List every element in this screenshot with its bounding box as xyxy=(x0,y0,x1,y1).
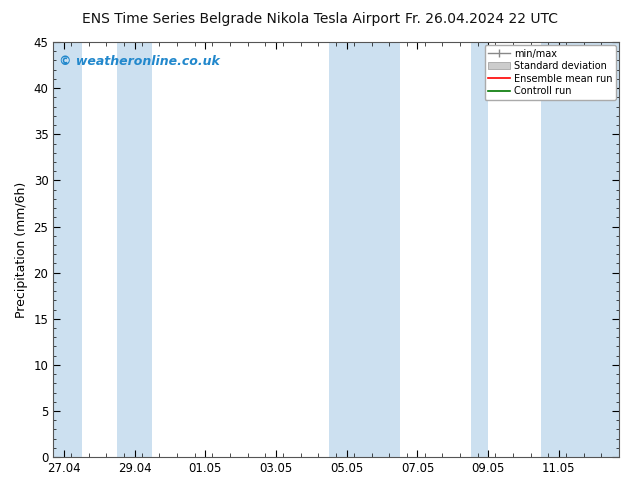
Text: ENS Time Series Belgrade Nikola Tesla Airport: ENS Time Series Belgrade Nikola Tesla Ai… xyxy=(82,12,400,26)
Bar xyxy=(541,42,619,457)
Bar xyxy=(329,42,400,457)
Bar xyxy=(117,42,152,457)
Bar xyxy=(53,42,82,457)
Legend: min/max, Standard deviation, Ensemble mean run, Controll run: min/max, Standard deviation, Ensemble me… xyxy=(484,45,616,100)
Bar xyxy=(470,42,488,457)
Y-axis label: Precipitation (mm/6h): Precipitation (mm/6h) xyxy=(15,181,28,318)
Text: © weatheronline.co.uk: © weatheronline.co.uk xyxy=(59,54,220,68)
Text: Fr. 26.04.2024 22 UTC: Fr. 26.04.2024 22 UTC xyxy=(405,12,559,26)
